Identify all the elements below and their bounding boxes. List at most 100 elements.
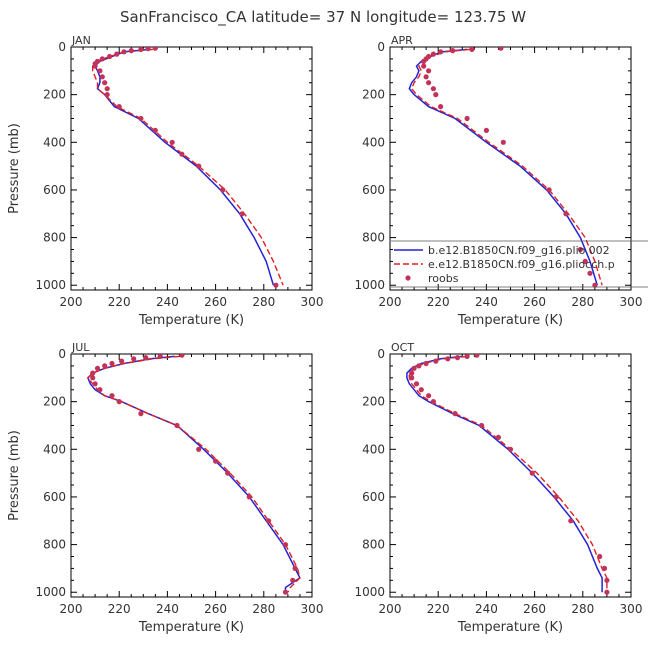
- x-tick-label: 240: [156, 295, 179, 309]
- roobs-point: [597, 553, 603, 560]
- x-tick-label: 280: [252, 295, 275, 309]
- roobs-point: [246, 494, 252, 500]
- panel-oct: OCT 200 220 240 260 280 300 0 200 400 600 800 1000 Te…: [354, 341, 642, 635]
- roobs-point: [426, 68, 432, 74]
- roobs-point: [116, 399, 122, 405]
- roobs-point: [196, 163, 202, 169]
- x-tick-label: 300: [620, 295, 643, 309]
- roobs-point: [426, 80, 432, 86]
- y-tick-label: 1000: [354, 278, 385, 292]
- y-axis-label: Pressure (mb): [7, 123, 22, 214]
- y-tick-label: 0: [377, 40, 385, 54]
- roobs-point: [430, 86, 436, 92]
- y-tick-label: 600: [362, 183, 385, 197]
- y-tick-label: 1000: [354, 585, 385, 599]
- roobs-point: [433, 358, 439, 364]
- x-tick-label: 260: [204, 295, 227, 309]
- roobs-point: [90, 370, 96, 376]
- panels: JAN 200 220 240 260 280 300 0 200 400 600 800 1000 Te…: [7, 34, 648, 635]
- plot-area: [408, 47, 603, 288]
- legend: b.e12.B1850CN.f09_g16.plio.002e.e12.B185…: [391, 240, 648, 288]
- x-tick-label: 240: [475, 295, 498, 309]
- y-tick-label: 800: [362, 538, 385, 552]
- x-tick-label: 200: [60, 295, 83, 309]
- legend-label: b.e12.B1850CN.f09_g16.plio.002: [428, 244, 610, 257]
- roobs-point: [604, 589, 610, 595]
- roobs-point: [99, 56, 105, 62]
- roobs-point: [411, 365, 417, 371]
- roobs-point: [430, 399, 436, 405]
- x-tick-label: 280: [252, 602, 275, 616]
- roobs-point: [464, 354, 470, 359]
- roobs-point: [483, 127, 489, 133]
- roobs-point: [430, 51, 436, 57]
- roobs-point: [116, 104, 122, 110]
- roobs-point: [409, 370, 415, 376]
- roobs-point: [102, 363, 108, 369]
- y-tick-label: 0: [58, 40, 66, 54]
- y-tick-label: 400: [43, 442, 66, 456]
- roobs-point: [225, 470, 231, 476]
- roobs-point: [568, 518, 574, 524]
- roobs-point: [239, 211, 245, 217]
- roobs-point: [119, 358, 125, 364]
- plot-area: [86, 354, 301, 595]
- x-tick-label: 280: [571, 295, 594, 309]
- y-tick-label: 200: [362, 88, 385, 102]
- roobs-point: [174, 422, 180, 429]
- y-tick-label: 200: [362, 395, 385, 409]
- x-tick-label: 280: [571, 602, 594, 616]
- roobs-point: [464, 115, 470, 122]
- roobs-point: [109, 393, 115, 399]
- roobs-point: [292, 565, 298, 572]
- roobs-point: [438, 49, 444, 55]
- roobs-point: [179, 354, 185, 358]
- roobs-point: [179, 151, 185, 157]
- roobs-point: [138, 47, 144, 52]
- roobs-point: [143, 355, 149, 361]
- x-axis-label: Temperature (K): [457, 620, 563, 635]
- roobs-point: [131, 356, 137, 362]
- roobs-point: [500, 139, 506, 145]
- y-tick-label: 200: [43, 88, 66, 102]
- plot-area: [92, 47, 284, 288]
- roobs-point: [97, 68, 103, 74]
- x-tick-label: 220: [427, 295, 450, 309]
- roobs-point: [413, 381, 420, 387]
- legend-label: roobs: [428, 272, 459, 285]
- y-tick-label: 400: [362, 442, 385, 456]
- roobs-point: [114, 51, 120, 57]
- x-tick-label: 220: [427, 602, 450, 616]
- roobs-point: [102, 80, 108, 86]
- x-tick-label: 200: [60, 602, 83, 616]
- x-tick-label: 300: [301, 295, 324, 309]
- roobs-point: [469, 47, 475, 52]
- y-tick-label: 600: [362, 490, 385, 504]
- roobs-point: [416, 363, 422, 369]
- roobs-point: [107, 53, 113, 60]
- roobs-point: [90, 375, 96, 381]
- roobs-point: [592, 282, 598, 288]
- roobs-point: [152, 47, 158, 51]
- roobs-point: [213, 458, 219, 464]
- legend-label: e.e12.B1850CN.f09_g16.pliocch.p: [428, 258, 615, 271]
- y-tick-label: 800: [362, 231, 385, 245]
- x-tick-label: 260: [523, 295, 546, 309]
- roobs-point: [290, 577, 296, 583]
- roobs-point: [97, 387, 103, 393]
- roobs-point: [196, 446, 202, 452]
- roobs-point: [423, 360, 429, 367]
- roobs-point: [474, 354, 480, 358]
- x-tick-label: 220: [108, 295, 131, 309]
- series-solid-line: [406, 355, 603, 593]
- roobs-point: [604, 577, 610, 583]
- y-tick-label: 0: [377, 347, 385, 361]
- panel-title: APR: [391, 34, 413, 47]
- roobs-point: [433, 92, 439, 98]
- x-tick-label: 260: [204, 602, 227, 616]
- roobs-point: [601, 565, 608, 572]
- roobs-point: [507, 446, 514, 452]
- roobs-point: [138, 115, 144, 122]
- x-tick-label: 220: [108, 602, 131, 616]
- roobs-point: [157, 354, 163, 359]
